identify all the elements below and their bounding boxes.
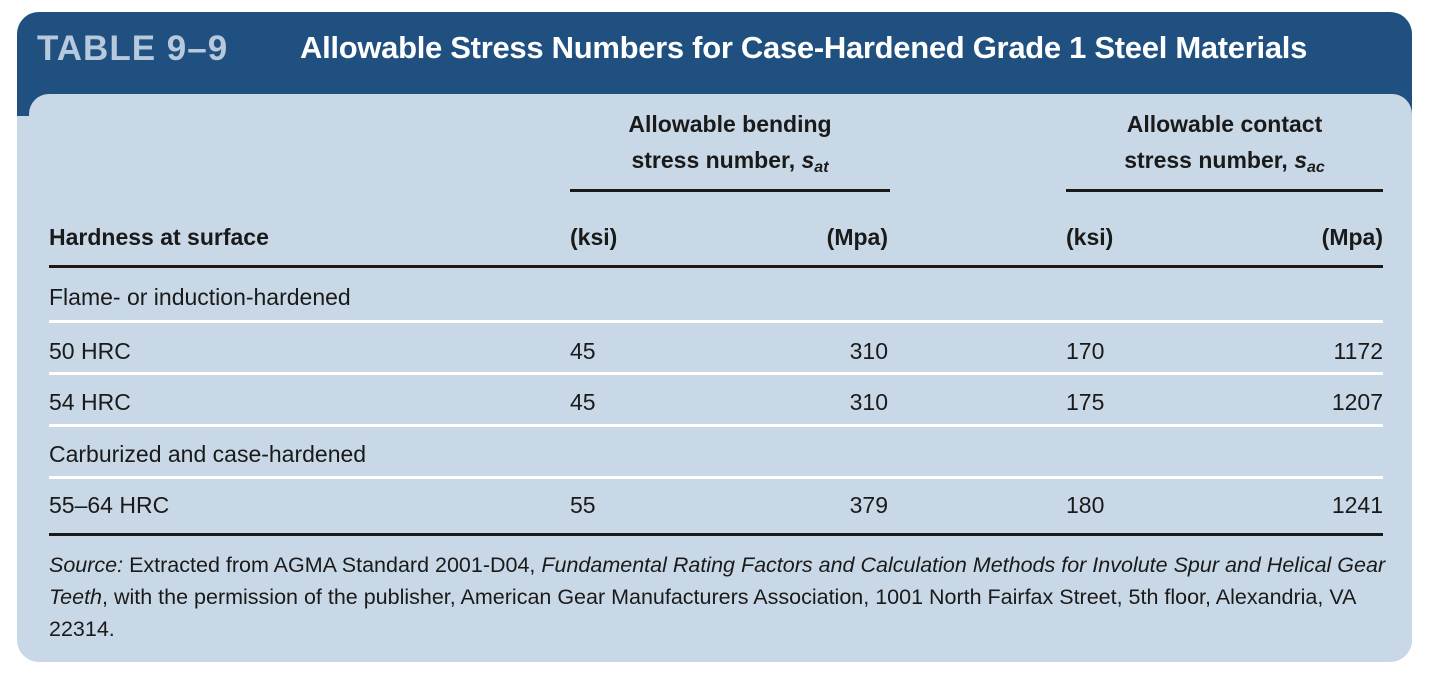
table-panel — [29, 94, 1412, 662]
row-divider — [49, 424, 1383, 427]
source-note: Source: Extracted from AGMA Standard 200… — [49, 553, 1386, 641]
source-label: Source: — [49, 553, 124, 577]
cell-contact-ksi: 170 — [1066, 338, 1105, 364]
title-banner: TABLE 9–9 Allowable Stress Numbers for C… — [17, 12, 1412, 94]
bending-mpa-header: (Mpa) — [826, 224, 888, 250]
cell-hardness: 55–64 HRC — [49, 492, 170, 518]
cell-bend-ksi: 45 — [570, 338, 596, 364]
row-divider — [49, 476, 1383, 479]
cell-bend-mpa: 310 — [849, 338, 888, 364]
group-label: Carburized and case-hardened — [49, 441, 367, 467]
bending-header-line2: stress number, sat — [631, 147, 829, 176]
header-rule — [49, 265, 1383, 268]
table-number: TABLE 9–9 — [37, 29, 229, 68]
cell-contact-mpa: 1241 — [1331, 492, 1383, 518]
bottom-rule — [49, 533, 1383, 536]
cell-contact-ksi: 175 — [1066, 389, 1105, 415]
cell-bend-mpa: 310 — [849, 389, 888, 415]
contact-mpa-header: (Mpa) — [1321, 224, 1383, 250]
cell-bend-ksi: 55 — [570, 492, 596, 518]
contact-header-rule — [1066, 189, 1383, 192]
row-divider — [49, 320, 1383, 323]
contact-header-line1: Allowable contact — [1126, 111, 1323, 137]
bending-header-line1: Allowable bending — [628, 111, 832, 137]
cell-bend-ksi: 45 — [570, 389, 596, 415]
cell-hardness: 50 HRC — [49, 338, 131, 364]
table-title: Allowable Stress Numbers for Case-Harden… — [300, 30, 1308, 65]
cell-contact-ksi: 180 — [1066, 492, 1105, 518]
hardness-column-header: Hardness at surface — [49, 224, 269, 250]
table-card: TABLE 9–9 Allowable Stress Numbers for C… — [17, 12, 1412, 662]
contact-group-header: Allowable contact stress number, sac — [1066, 106, 1383, 186]
cell-hardness: 54 HRC — [49, 389, 131, 415]
bending-ksi-header: (ksi) — [570, 224, 618, 250]
bending-symbol: sat — [801, 147, 829, 176]
contact-symbol: sac — [1294, 147, 1325, 176]
group-label: Flame- or induction-hardened — [49, 284, 351, 310]
cell-bend-mpa: 379 — [849, 492, 888, 518]
contact-header-line2: stress number, sac — [1124, 147, 1325, 176]
source-publication-title: Fundamental Rating Factors and Calculati… — [49, 553, 1386, 609]
contact-ksi-header: (ksi) — [1066, 224, 1114, 250]
bending-header-rule — [570, 189, 890, 192]
bending-group-header: Allowable bending stress number, sat — [570, 106, 890, 186]
cell-contact-mpa: 1207 — [1331, 389, 1383, 415]
row-divider — [49, 372, 1383, 375]
cell-contact-mpa: 1172 — [1333, 338, 1383, 364]
